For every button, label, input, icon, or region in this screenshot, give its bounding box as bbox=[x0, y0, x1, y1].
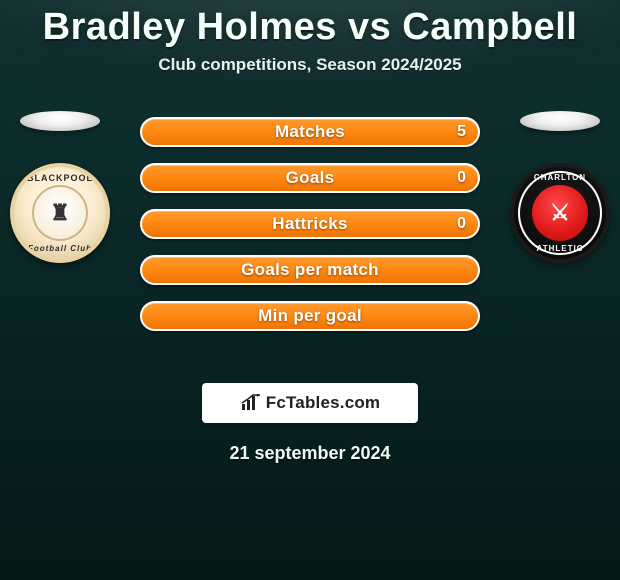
comparison-stage: BLACKPOOL ♜ Football Club CHARLTON ⚔ ATH… bbox=[0, 111, 620, 371]
stat-right-value: 0 bbox=[422, 209, 480, 239]
stat-right-value bbox=[422, 255, 480, 285]
club-badge-right: CHARLTON ⚔ ATHLETIC bbox=[510, 163, 610, 263]
stat-row: Goals per match bbox=[140, 255, 480, 285]
club-badge-left-inner: ♜ bbox=[32, 185, 88, 241]
sword-icon: ⚔ bbox=[550, 200, 570, 225]
stat-row: Hattricks 0 bbox=[140, 209, 480, 239]
tower-icon: ♜ bbox=[50, 200, 70, 225]
stat-rows: Matches 5 Goals 0 Hattricks 0 Goals per … bbox=[140, 101, 480, 347]
club-badge-left-top-text: BLACKPOOL bbox=[14, 173, 106, 183]
stat-row: Goals 0 bbox=[140, 163, 480, 193]
brand-name: FcTables.com bbox=[266, 393, 381, 413]
player-right-column: CHARLTON ⚔ ATHLETIC bbox=[500, 111, 620, 263]
snapshot-date: 21 september 2024 bbox=[0, 443, 620, 464]
silhouette-disk-left bbox=[20, 111, 100, 131]
stat-right-value: 0 bbox=[422, 163, 480, 193]
silhouette-disk-right bbox=[520, 111, 600, 131]
stat-row: Min per goal bbox=[140, 301, 480, 331]
club-badge-right-inner: ⚔ bbox=[532, 185, 588, 241]
stat-right-value: 5 bbox=[422, 117, 480, 147]
club-badge-right-top-text: CHARLTON bbox=[514, 173, 606, 182]
club-badge-right-bottom-text: ATHLETIC bbox=[514, 244, 606, 253]
page-subtitle: Club competitions, Season 2024/2025 bbox=[0, 55, 620, 75]
stat-right-value bbox=[422, 301, 480, 331]
chart-icon bbox=[240, 394, 262, 412]
club-badge-left-bottom-text: Football Club bbox=[14, 244, 106, 253]
stat-row: Matches 5 bbox=[140, 117, 480, 147]
club-badge-left: BLACKPOOL ♜ Football Club bbox=[10, 163, 110, 263]
brand-link[interactable]: FcTables.com bbox=[202, 383, 418, 423]
player-left-column: BLACKPOOL ♜ Football Club bbox=[0, 111, 120, 263]
page-title: Bradley Holmes vs Campbell bbox=[0, 6, 620, 49]
